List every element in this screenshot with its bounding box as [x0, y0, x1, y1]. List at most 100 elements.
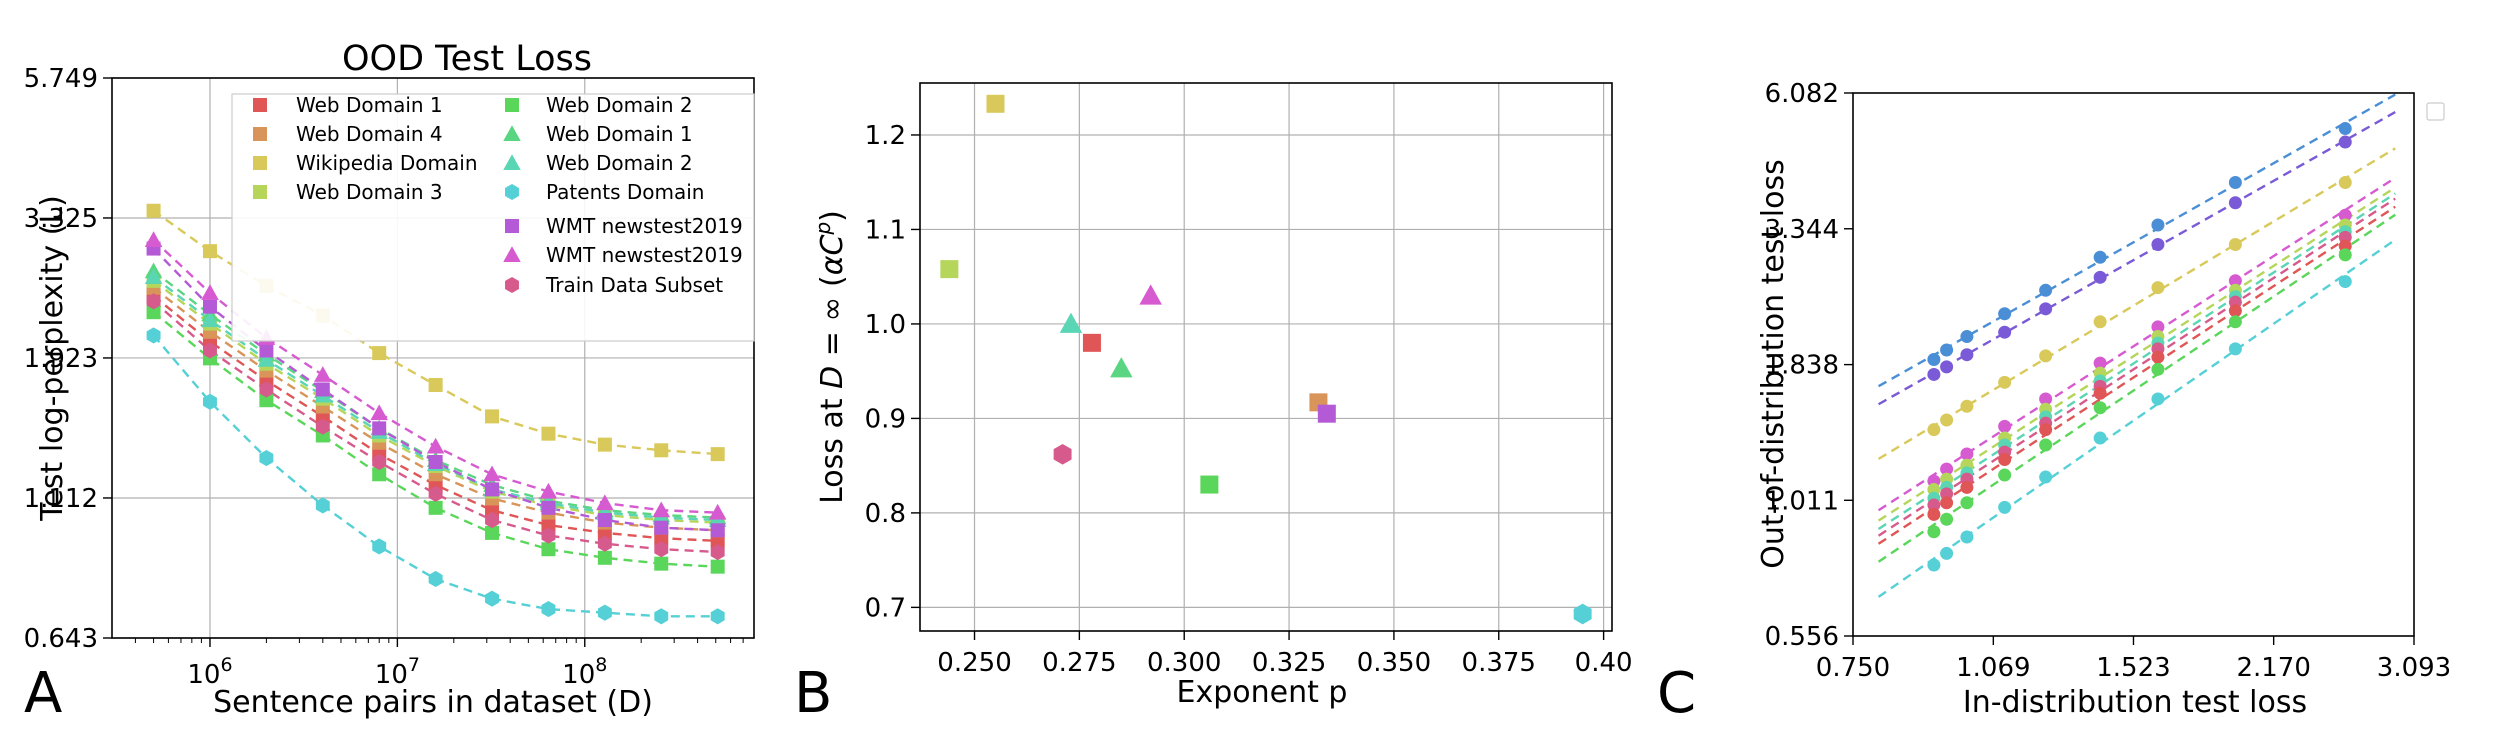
panel-a-data-point — [428, 500, 443, 515]
panel-a-data-point — [485, 482, 500, 497]
panel-c-data-point — [2228, 176, 2242, 190]
panel-c-fit-line — [1877, 147, 2396, 460]
panel-c-data-point — [2151, 392, 2165, 406]
panel-c-data-point — [1927, 558, 1941, 572]
panel-c-data-point — [2228, 274, 2242, 288]
panel-b-xtick-label: 0.350 — [1357, 648, 1431, 678]
panel-c-xtick-label: 2.170 — [2236, 653, 2310, 683]
panel-a-data-point — [146, 293, 161, 310]
panel-c-data-point — [2151, 238, 2165, 252]
panel-a-data-point — [597, 513, 612, 528]
panel-a-chart: OOD Test Loss 106 107 108 0.643 1.112 1.923 3.… — [24, 39, 755, 726]
legend-marker — [505, 276, 519, 294]
panel-c-data-point — [2093, 401, 2107, 415]
panel-c-data-point — [1960, 480, 1974, 494]
panel-c-data-point — [2093, 356, 2107, 370]
panel-a-data-point — [146, 305, 161, 320]
panel-c-ytick-label: 0.556 — [1765, 622, 1839, 652]
panel-a-data-point — [654, 520, 669, 535]
legend-marker — [505, 219, 519, 233]
panel-a-data-point — [710, 559, 725, 574]
panel-b-data-point — [1573, 603, 1592, 625]
panel-c-markers — [1927, 122, 2352, 572]
panel-a-data-point — [428, 377, 443, 392]
panel-b-chart: 0.250 0.275 0.300 0.325 0.350 0.375 0.40 0.7 0.8… — [794, 82, 1633, 726]
panel-b-xtick-label: 0.250 — [937, 648, 1011, 678]
panel-a-data-point — [259, 343, 274, 358]
panel-a-data-point — [654, 443, 669, 458]
panel-c-fit-line — [1877, 176, 2396, 512]
legend-marker — [503, 246, 521, 262]
panel-c-fit-line — [1877, 192, 2396, 530]
legend-label: Patents Domain — [546, 180, 704, 204]
legend-marker — [505, 183, 519, 201]
panel-c-data-point — [2228, 196, 2242, 210]
panel-b-letter: B — [794, 661, 832, 726]
panel-a-data-point — [485, 590, 500, 607]
panel-c-ytick-label: 3.344 — [1765, 215, 1839, 245]
panel-c-data-point — [2039, 283, 2053, 297]
panel-a-data-point — [541, 542, 556, 557]
panel-a-data-point — [370, 404, 388, 421]
panel-a-fit-line — [152, 311, 718, 568]
panel-a-data-point — [259, 393, 274, 408]
panel-a-data-point — [654, 531, 669, 546]
panel-a-data-point — [710, 447, 725, 462]
panel-c-data-point — [1960, 447, 1974, 461]
panel-c-ylabel: Out-of-distribution test loss — [1756, 159, 1791, 568]
panel-a-data-point — [201, 284, 219, 300]
panel-b-ytick-label: 0.8 — [865, 499, 906, 529]
panel-a-data-point — [428, 485, 443, 502]
panel-b-frame — [919, 82, 1613, 632]
panel-a-data-point — [597, 604, 612, 621]
panel-c-ytick-label: 1.011 — [1765, 486, 1839, 516]
panel-a-data-point — [541, 426, 556, 441]
panel-a-ylabel: Test log-perplexity (L) — [35, 195, 70, 522]
panel-c-data-point — [2338, 275, 2352, 289]
panel-a-legend: Web Domain 1 Web Domain 4 Wikipedia Domain… — [231, 93, 755, 342]
panel-c-data-point — [2338, 248, 2352, 262]
legend-marker — [503, 125, 521, 141]
legend-marker — [253, 127, 267, 141]
panel-a-data-point — [485, 512, 500, 529]
panel-c-data-point — [1940, 360, 1954, 374]
panel-c-ytick-label: 1.838 — [1765, 351, 1839, 381]
legend-label: Web Domain 2 — [546, 151, 693, 175]
legend-label: Web Domain 4 — [296, 122, 443, 146]
panel-c-fit-line — [1877, 205, 2396, 545]
panel-c-fit-line — [1877, 213, 2396, 563]
panel-c-data-point — [2228, 342, 2242, 356]
panel-a-letter: A — [24, 661, 62, 726]
legend-label: Web Domain 1 — [296, 93, 443, 117]
panel-a-data-point — [597, 550, 612, 565]
panel-c-data-point — [1940, 546, 1954, 560]
panel-c-data-point — [1940, 487, 1954, 501]
panel-b-data-point — [986, 94, 1005, 113]
panel-b-ticks: 0.250 0.275 0.300 0.325 0.350 0.375 0.40 0.7 0.8… — [865, 121, 1633, 678]
panel-a-data-point — [483, 465, 501, 482]
panel-a-data-point — [146, 327, 161, 344]
panel-c-data-point — [2039, 349, 2053, 363]
panel-a-xtick-label: 106 — [187, 654, 232, 690]
panel-b-ytick-label: 1.2 — [865, 121, 906, 151]
panel-a-data-point — [428, 570, 443, 588]
panel-c-data-point — [2039, 302, 2053, 316]
panel-a-xlabel: Sentence pairs in dataset (D) — [213, 685, 653, 720]
panel-c-data-point — [1927, 423, 1941, 437]
panel-a-ytick-label: 1.112 — [24, 484, 98, 514]
panel-c-fit-line — [1877, 197, 2396, 537]
legend-label: Wikipedia Domain — [296, 151, 478, 175]
panel-b-data-point — [1317, 404, 1336, 423]
panel-a-data-point — [203, 393, 217, 410]
panel-a-data-point — [710, 533, 725, 548]
panel-c-xtick-label: 1.069 — [1956, 653, 2030, 683]
legend-marker — [505, 98, 519, 112]
legend-label: Web Domain 2 — [546, 93, 693, 117]
panel-c-xtick-label: 0.750 — [1816, 653, 1890, 683]
panel-a-data-point — [372, 421, 387, 436]
panel-c-data-point — [1927, 525, 1941, 539]
panel-c-data-point — [1960, 496, 1974, 510]
panel-a-data-point — [710, 608, 725, 625]
panel-a-data-point — [485, 409, 500, 424]
panel-c-data-point — [1940, 512, 1954, 526]
